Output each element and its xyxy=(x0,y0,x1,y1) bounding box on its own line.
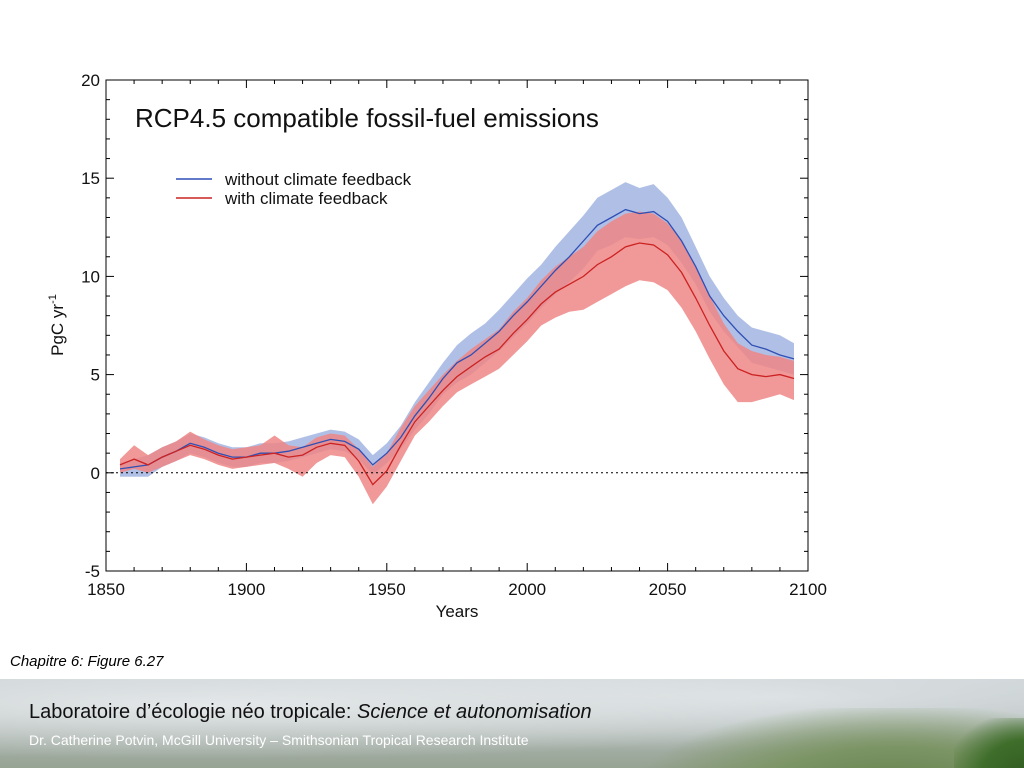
footer-banner: Laboratoire d’écologie néo tropicale: Sc… xyxy=(0,679,1024,768)
y-tick-label: 15 xyxy=(81,169,100,188)
footer-title-italic: Science et autonomisation xyxy=(357,701,592,723)
legend-label-1: with climate feedback xyxy=(224,189,388,208)
chart-title: RCP4.5 compatible fossil-fuel emissions xyxy=(135,103,599,133)
y-tick-label: -5 xyxy=(85,562,100,581)
y-tick-label: 5 xyxy=(91,366,100,385)
svg-text:PgC yr-1: PgC yr-1 xyxy=(47,294,67,356)
x-tick-label: 2100 xyxy=(789,580,827,599)
y-tick-label: 0 xyxy=(91,464,100,483)
x-tick-label: 1950 xyxy=(368,580,406,599)
hill-foreground xyxy=(954,718,1024,768)
emissions-chart: 1850 1900 1950 2000 2050 2100 -5 0 5 10 15 20 RCP4.… xyxy=(47,71,827,621)
x-axis-label: Years xyxy=(436,602,479,621)
x-tick-label: 1900 xyxy=(227,580,265,599)
footer-subtitle: Dr. Catherine Potvin, McGill University … xyxy=(29,732,529,748)
legend-label-0: without climate feedback xyxy=(224,170,412,189)
series-line-1 xyxy=(119,242,795,486)
uncertainty-band-0 xyxy=(120,182,794,477)
y-tick-label: 10 xyxy=(81,267,100,286)
series-line-0 xyxy=(119,208,795,470)
y-axis-label: PgC yr-1 xyxy=(47,294,67,356)
figure-caption: Chapitre 6: Figure 6.27 xyxy=(10,653,164,670)
footer-title: Laboratoire d’écologie néo tropicale: Sc… xyxy=(29,701,592,724)
x-tick-label: 2050 xyxy=(649,580,687,599)
chart-svg: 1850 1900 1950 2000 2050 2100 -5 0 5 10 15 20 RCP4.… xyxy=(47,71,827,621)
uncertainty-band-1 xyxy=(120,211,794,505)
x-tick-label: 2000 xyxy=(508,580,546,599)
plot-frame xyxy=(105,79,809,572)
footer-title-main: Laboratoire d’écologie néo tropicale: xyxy=(29,701,357,723)
y-axis-label-main: PgC yr xyxy=(48,304,67,356)
x-tick-label: 1850 xyxy=(87,580,125,599)
y-tick-label: 20 xyxy=(81,71,100,90)
y-axis-label-superscript: -1 xyxy=(47,294,59,304)
